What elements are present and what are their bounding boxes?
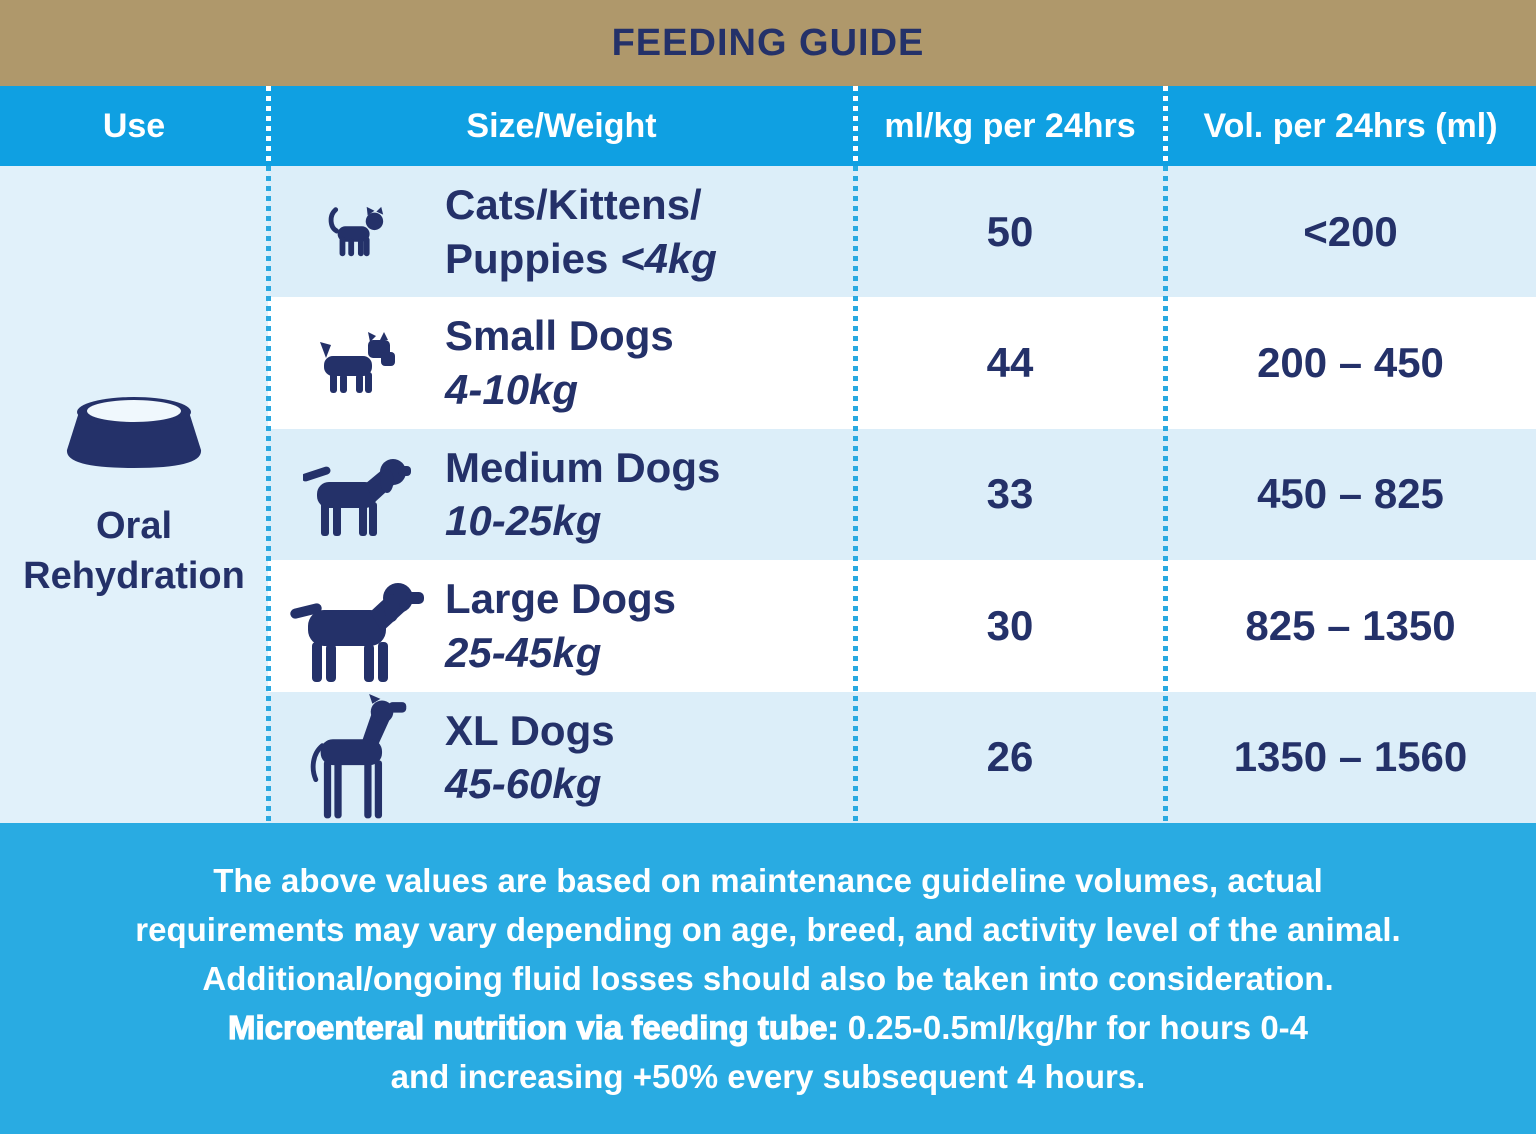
volume-value: 200 – 450 xyxy=(1257,339,1444,387)
size-cell: Medium Dogs 10-25kg xyxy=(268,429,855,560)
size-label: Large Dogs xyxy=(445,575,677,623)
use-label: Oral Rehydration xyxy=(23,505,245,597)
table-row: Medium Dogs 10-25kg 33 450 – 825 xyxy=(268,428,1536,561)
size-sub-label: 45-60kg xyxy=(445,757,615,811)
table-row: Cats/Kittens/ Puppies <4kg 50 <200 xyxy=(268,166,1536,298)
footer-line: The above values are based on maintenanc… xyxy=(213,862,1323,899)
ml-per-kg-value: 26 xyxy=(986,733,1034,781)
row-icon-box xyxy=(268,694,445,820)
small-dog-icon xyxy=(319,332,395,394)
size-sub-label: Puppies <4kg xyxy=(445,232,717,286)
size-cell: Small Dogs 4-10kg xyxy=(268,297,855,428)
table-body: Oral Rehydration xyxy=(0,166,1536,823)
weight-label: 25-45kg xyxy=(445,628,602,676)
column-header-use: Use xyxy=(102,106,166,145)
row-icon-box xyxy=(268,450,445,538)
table-row: XL Dogs 45-60kg 26 1350 – 1560 xyxy=(268,691,1536,823)
weight-label: 4-10kg xyxy=(445,366,579,414)
footer-line: Additional/ongoing fluid losses should a… xyxy=(202,960,1334,997)
row-icon-box xyxy=(268,332,445,394)
weight-label: 10-25kg xyxy=(445,497,602,545)
volume-value: 825 – 1350 xyxy=(1245,601,1456,649)
size-label-box: Medium Dogs 10-25kg xyxy=(445,441,720,549)
volume-value: 450 – 825 xyxy=(1257,470,1444,518)
size-sub-label: 10-25kg xyxy=(445,494,720,548)
column-header-size-weight: Size/Weight xyxy=(466,106,657,145)
size-sub-label: 25-45kg xyxy=(445,626,676,680)
size-label: Medium Dogs xyxy=(445,443,721,491)
column-header-ml-per-kg: ml/kg per 24hrs xyxy=(884,106,1136,145)
row-icon-box xyxy=(268,570,445,682)
table-row: Small Dogs 4-10kg 44 200 – 450 xyxy=(268,297,1536,429)
weight-label: 45-60kg xyxy=(445,760,602,808)
footer-bold-lead: Microenteral nutrition via feeding tube: xyxy=(227,1008,839,1046)
footer-line: Microenteral nutrition via feeding tube:… xyxy=(227,1003,1309,1052)
footer-line-rest: 0.25-0.5ml/kg/hr for hours 0-4 xyxy=(838,1009,1309,1046)
size-label: Cats/Kittens/ xyxy=(445,180,702,228)
ml-per-kg-value: 50 xyxy=(986,207,1034,255)
pet-bowl-icon xyxy=(66,397,202,469)
size-label-box: Small Dogs 4-10kg xyxy=(445,309,674,417)
data-rows: Cats/Kittens/ Puppies <4kg 50 <200 xyxy=(268,166,1536,823)
column-header-volume: Vol. per 24hrs (ml) xyxy=(1203,106,1498,145)
size-label-box: XL Dogs 45-60kg xyxy=(445,704,615,812)
volume-value: <200 xyxy=(1303,207,1398,255)
xl-dog-icon xyxy=(310,694,406,819)
size-label-prefix: Puppies xyxy=(445,234,621,282)
use-cell: Oral Rehydration xyxy=(0,166,268,823)
size-label: XL Dogs xyxy=(445,706,615,754)
size-label-box: Cats/Kittens/ Puppies <4kg xyxy=(445,178,717,286)
medium-dog-icon xyxy=(302,459,411,537)
cat-icon xyxy=(328,206,383,256)
size-cell: Large Dogs 25-45kg xyxy=(268,560,855,691)
column-header-row: Use Size/Weight ml/kg per 24hrs Vol. per… xyxy=(0,86,1536,166)
size-label: Small Dogs xyxy=(445,312,674,360)
table-title-bar: FEEDING GUIDE xyxy=(0,0,1536,86)
large-dog-icon xyxy=(289,582,424,682)
column-separator xyxy=(1163,86,1168,823)
ml-per-kg-value: 33 xyxy=(986,470,1034,518)
row-icon-box xyxy=(268,206,445,258)
column-separator xyxy=(853,86,858,823)
footer-line: and increasing +50% every subsequent 4 h… xyxy=(390,1058,1146,1095)
column-separator xyxy=(266,86,271,823)
size-sub-label: 4-10kg xyxy=(445,363,674,417)
footer-note: The above values are based on maintenanc… xyxy=(0,823,1536,1134)
size-label-box: Large Dogs 25-45kg xyxy=(445,572,676,680)
weight-label: <4kg xyxy=(620,234,717,282)
volume-value: 1350 – 1560 xyxy=(1233,733,1468,781)
size-cell: XL Dogs 45-60kg xyxy=(268,692,855,823)
footer-line: requirements may vary depending on age, … xyxy=(135,911,1401,948)
size-cell: Cats/Kittens/ Puppies <4kg xyxy=(268,166,855,297)
ml-per-kg-value: 30 xyxy=(986,601,1034,649)
table-title: FEEDING GUIDE xyxy=(611,21,925,64)
ml-per-kg-value: 44 xyxy=(986,339,1034,387)
table-row: Large Dogs 25-45kg 30 825 – 1350 xyxy=(268,560,1536,692)
